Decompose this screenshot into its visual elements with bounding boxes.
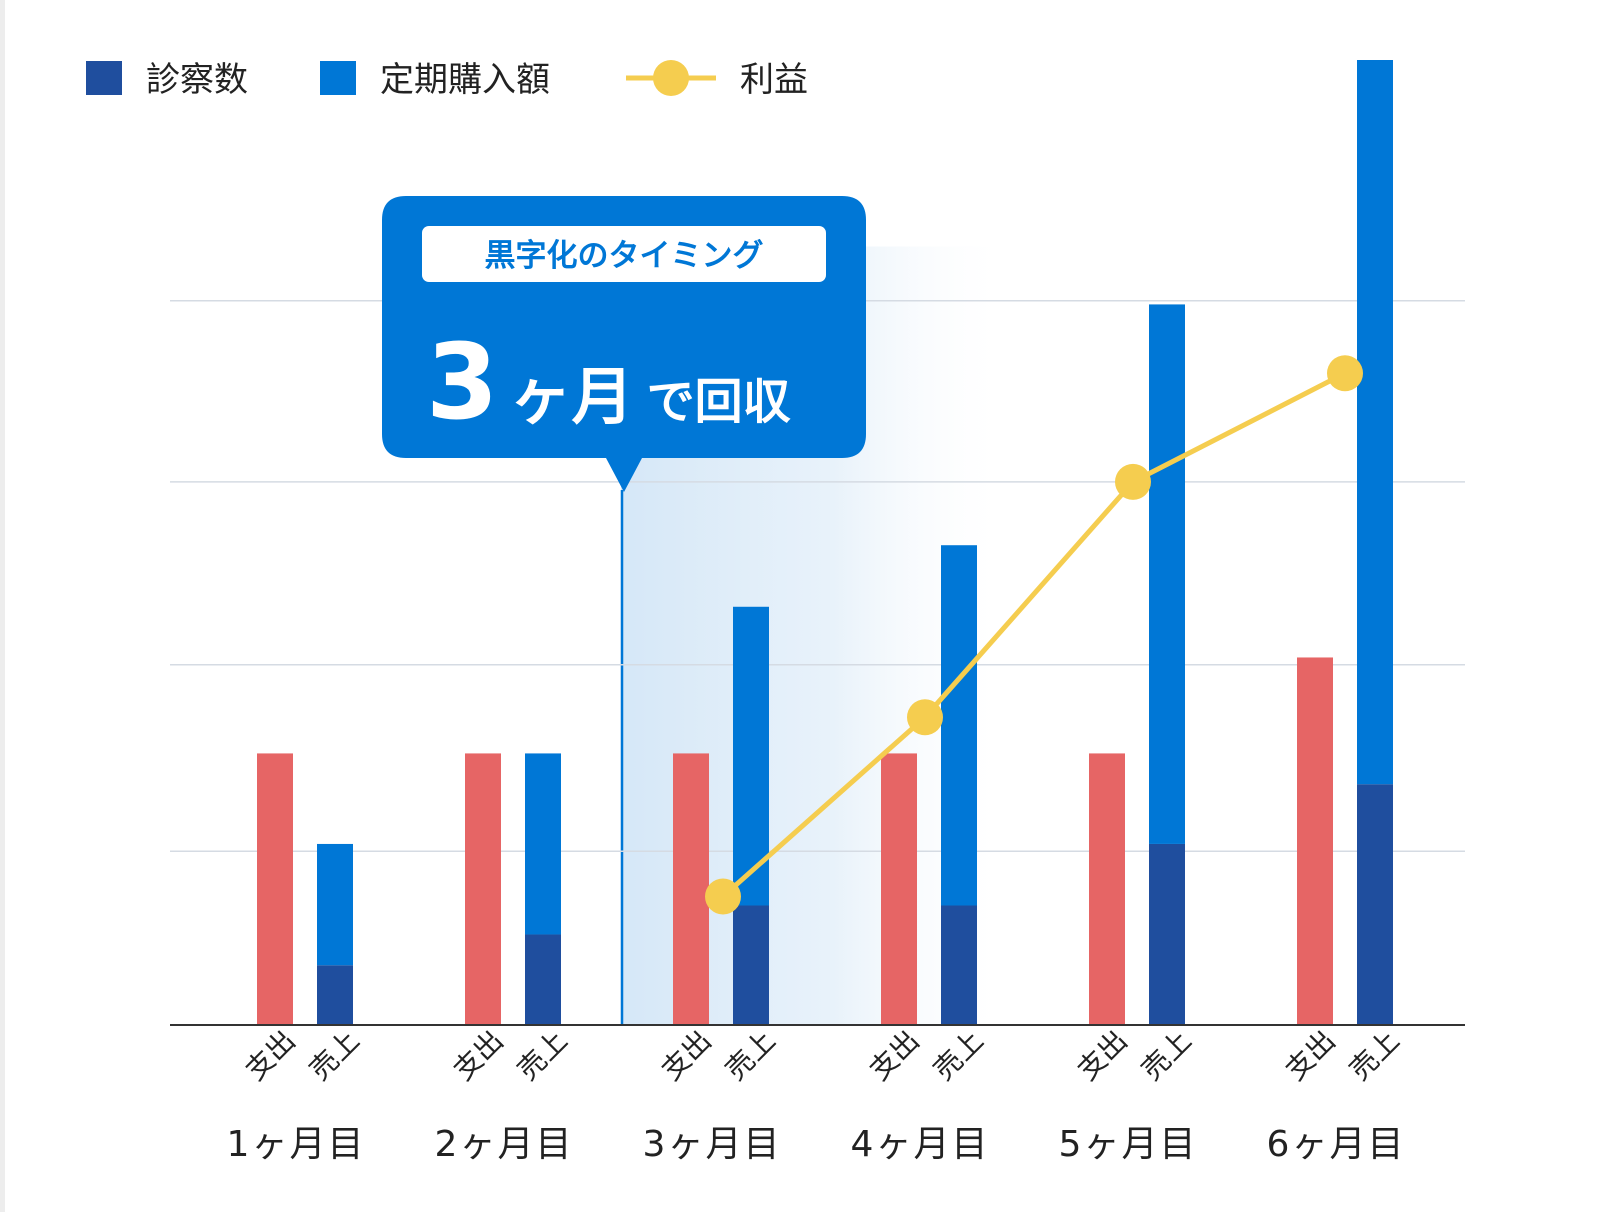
bar-consultations-6 xyxy=(1357,784,1393,1025)
legend-swatch-subscription xyxy=(320,61,356,95)
bar-subscription-2 xyxy=(525,753,561,935)
profit-line xyxy=(721,370,1347,899)
callout-unit: ヶ月 xyxy=(509,360,633,433)
bar-subscription-5 xyxy=(1149,304,1185,844)
bar-subscription-3 xyxy=(733,606,769,906)
legend-swatch-profit-marker xyxy=(653,60,689,96)
bar-consultations-1 xyxy=(317,965,353,1025)
callout-subtitle: 黒字化のタイミング xyxy=(485,238,764,274)
bar-expense-5 xyxy=(1089,753,1125,1025)
callout-subtitle-box xyxy=(422,226,826,282)
bar-subscription-1 xyxy=(317,843,353,966)
legend-label-profit: 利益 xyxy=(740,60,808,100)
profit-point-4 xyxy=(1327,355,1363,392)
bar-expense-2 xyxy=(465,753,501,1025)
category-label-1: 1ヶ月目 xyxy=(227,1124,366,1165)
bar-consultations-5 xyxy=(1149,843,1185,1025)
breakeven-callout: 黒字化のタイミング 3 ヶ月 で回収 xyxy=(382,196,866,492)
bar-consultations-4 xyxy=(941,905,977,1025)
bar-expense-4 xyxy=(881,753,917,1025)
bar-subscription-6 xyxy=(1357,60,1393,785)
profit-point-3 xyxy=(1115,463,1151,500)
bar-consultations-3 xyxy=(733,905,769,1025)
category-label-3: 3ヶ月目 xyxy=(643,1124,782,1165)
legend: 診察数 定期購入額 利益 xyxy=(86,60,808,100)
category-label-5: 5ヶ月目 xyxy=(1059,1124,1198,1165)
bar-subscription-4 xyxy=(941,545,977,906)
legend-swatch-consultations xyxy=(86,61,122,95)
callout-number: 3 xyxy=(426,321,498,443)
category-label-4: 4ヶ月目 xyxy=(851,1124,990,1165)
bar-expense-6 xyxy=(1297,657,1333,1025)
profit-point-2 xyxy=(907,699,943,736)
legend-label-subscription: 定期購入額 xyxy=(380,60,550,100)
callout-headline: 3 ヶ月 で回収 xyxy=(426,321,791,443)
bar-expense-1 xyxy=(257,753,293,1025)
legend-label-consultations: 診察数 xyxy=(146,60,248,100)
callout-suffix: で回収 xyxy=(647,374,791,430)
bar-consultations-2 xyxy=(525,934,561,1025)
category-label-6: 6ヶ月目 xyxy=(1267,1124,1406,1165)
category-label-2: 2ヶ月目 xyxy=(435,1124,574,1165)
bar-expense-3 xyxy=(673,753,709,1025)
profit-point-1 xyxy=(705,878,741,915)
